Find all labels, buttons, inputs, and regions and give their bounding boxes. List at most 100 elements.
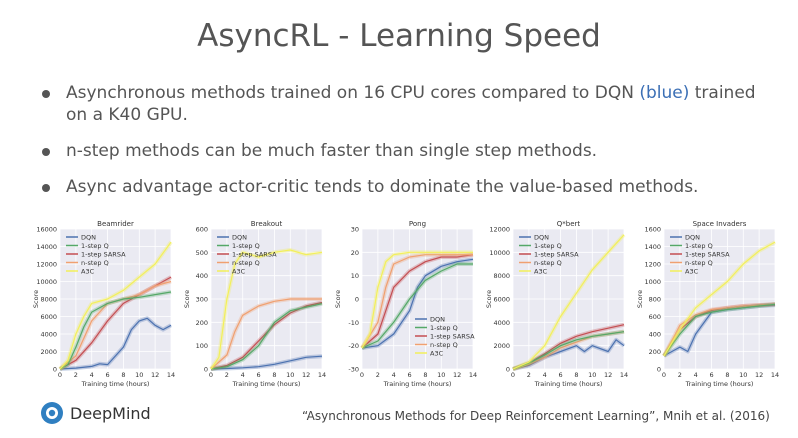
y-tick-label: -30 <box>348 366 359 374</box>
x-tick-label: 0 <box>511 371 515 379</box>
y-tick-label: 0 <box>204 366 208 374</box>
y-tick-label: 8000 <box>40 296 57 304</box>
y-tick-label: 12000 <box>36 261 57 269</box>
chart-title: Pong <box>409 220 426 228</box>
y-tick-label: 200 <box>649 348 661 356</box>
series-line-1-step-q <box>663 303 776 357</box>
y-tick-label: 100 <box>196 342 208 350</box>
bullet-dot-icon <box>42 148 50 156</box>
chart-title: Space Invaders <box>693 220 747 228</box>
chart-title: Q*bert <box>557 220 581 228</box>
x-axis-label: Training time (hours) <box>81 380 150 388</box>
y-tick-label: 10 <box>351 272 359 280</box>
bullet-dot-icon <box>42 184 50 192</box>
series-line-1-step-q <box>210 303 323 370</box>
x-tick-label: 14 <box>318 371 326 379</box>
x-tick-label: 10 <box>135 371 143 379</box>
y-tick-label: -10 <box>348 319 359 327</box>
x-tick-label: 12 <box>755 371 763 379</box>
legend-label: 1-step Q <box>430 324 458 332</box>
x-tick-label: 8 <box>725 371 729 379</box>
y-tick-label: 12000 <box>489 226 510 234</box>
bullet-dot-icon <box>42 90 50 98</box>
y-axis-label: Score <box>334 290 342 308</box>
series-line-a3c <box>512 234 625 370</box>
bullet-text: Async advantage actor-critic tends to do… <box>66 177 699 197</box>
slide-title: AsyncRL - Learning Speed <box>197 18 601 54</box>
legend-label: DQN <box>534 233 549 241</box>
x-tick-label: 12 <box>604 371 612 379</box>
x-tick-label: 2 <box>225 371 229 379</box>
y-tick-label: 10000 <box>36 278 57 286</box>
chart-q-bert: Q*bert 0 2000 4000 6000 8000 10000 12000 0 2 4 6 8 10… <box>485 220 628 388</box>
legend-label: 1-step SARSA <box>685 250 730 258</box>
y-tick-label: 1400 <box>644 243 661 251</box>
y-axis-label: Score <box>636 290 644 308</box>
y-tick-label: 6000 <box>40 313 57 321</box>
y-tick-label: 16000 <box>36 226 57 234</box>
y-tick-label: 800 <box>649 296 661 304</box>
series-line-n-step-q <box>361 254 473 349</box>
y-tick-label: 4000 <box>493 319 510 327</box>
y-axis-label: Score <box>485 290 493 308</box>
bullet-text: Asynchronous methods trained on 16 CPU c… <box>66 83 640 103</box>
x-tick-label: 10 <box>286 371 294 379</box>
legend-label: n-step Q <box>430 341 458 349</box>
series-line-1-step-sarsa <box>210 301 323 370</box>
y-tick-label: 8000 <box>493 272 510 280</box>
y-tick-label: 4000 <box>40 331 57 339</box>
bullet-item-3: Async advantage actor-critic tends to do… <box>40 176 780 198</box>
x-tick-label: 12 <box>302 371 310 379</box>
legend-label: 1-step SARSA <box>534 250 579 258</box>
x-axis-label: Training time (hours) <box>232 380 301 388</box>
legend-label: DQN <box>232 233 247 241</box>
x-axis-label: Training time (hours) <box>534 380 603 388</box>
x-tick-label: 14 <box>620 371 628 379</box>
chart-title: Breakout <box>251 220 283 228</box>
chart-breakout: Breakout 0 100 200 300 400 500 600 0 2 4 6 8 10 12 14 Tr… <box>183 220 326 388</box>
bullet-highlight: (blue) <box>639 83 690 103</box>
x-tick-label: 10 <box>739 371 747 379</box>
y-tick-label: 400 <box>649 331 661 339</box>
deepmind-logo: DeepMind <box>40 401 151 425</box>
x-tick-label: 8 <box>121 371 125 379</box>
x-tick-label: 4 <box>392 371 396 379</box>
y-tick-label: 0 <box>53 366 57 374</box>
legend-label: DQN <box>81 233 96 241</box>
x-tick-label: 14 <box>469 371 477 379</box>
y-tick-label: 2000 <box>40 348 57 356</box>
y-tick-label: 1000 <box>644 278 661 286</box>
series-line-1-step-sarsa <box>361 254 474 349</box>
x-tick-label: 2 <box>678 371 682 379</box>
x-tick-label: 4 <box>694 371 698 379</box>
y-tick-label: 600 <box>196 226 208 234</box>
y-tick-label: 1600 <box>644 226 661 234</box>
bullet-text: n-step methods can be much faster than s… <box>66 141 598 161</box>
legend-label: DQN <box>685 233 700 241</box>
y-tick-label: 10000 <box>489 249 510 257</box>
x-tick-label: 6 <box>106 371 110 379</box>
y-axis-label: Score <box>183 290 191 308</box>
legend-label: 1-step SARSA <box>232 250 277 258</box>
legend-label: A3C <box>534 267 548 275</box>
series-line-a3c <box>59 241 172 370</box>
x-tick-label: 8 <box>574 371 578 379</box>
series-line-dqn <box>361 258 474 349</box>
legend-label: 1-step Q <box>534 242 562 250</box>
x-tick-label: 2 <box>376 371 380 379</box>
x-tick-label: 14 <box>167 371 175 379</box>
x-tick-label: 10 <box>588 371 596 379</box>
x-tick-label: 4 <box>241 371 245 379</box>
x-tick-label: 4 <box>90 371 94 379</box>
series-line-a3c <box>210 249 323 370</box>
legend-label: n-step Q <box>685 259 713 267</box>
series-line-1-step-q <box>361 263 473 349</box>
y-tick-label: 2000 <box>493 342 510 350</box>
x-axis-label: Training time (hours) <box>685 380 754 388</box>
logo-text: DeepMind <box>70 403 151 423</box>
y-tick-label: 14000 <box>36 243 57 251</box>
